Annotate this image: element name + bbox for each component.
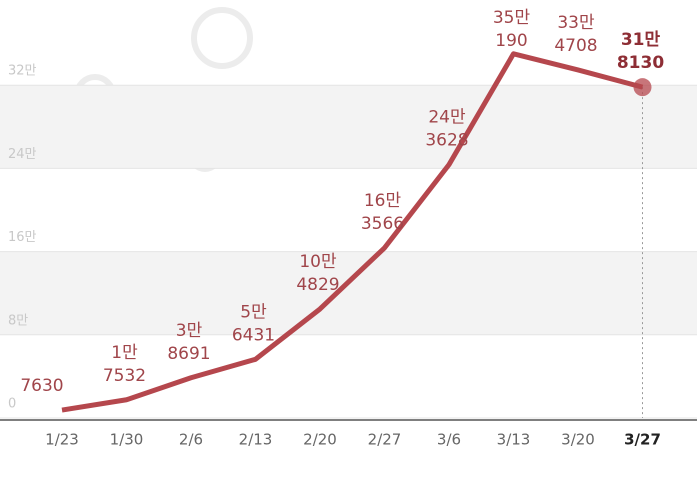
x-tick-label: 1/23 (45, 431, 79, 449)
grid-band (0, 251, 697, 335)
y-tick-label: 32만 (8, 64, 37, 79)
highlight-point (633, 78, 652, 97)
value-label: 35만 190 (493, 8, 531, 51)
x-tick-label: 3/6 (437, 431, 461, 449)
line (61, 51, 644, 413)
value-label: 1만 7532 (103, 343, 146, 386)
x-tick-label: 3/20 (561, 431, 595, 449)
grid-band (0, 85, 697, 169)
x-tick-label: 1/30 (110, 431, 144, 449)
x-tick-label: 3/13 (497, 431, 531, 449)
x-tick-label: 3/27 (624, 431, 661, 449)
value-label: 5만 6431 (232, 302, 275, 345)
value-label: 3만 8691 (167, 321, 210, 364)
value-label: 24만 3628 (425, 108, 468, 151)
x-tick-label: 2/20 (303, 431, 337, 449)
value-label: 7630 (20, 376, 63, 396)
y-tick-label: 16만 (8, 230, 37, 245)
value-label: 10만 4829 (296, 252, 339, 295)
x-tick-label: 2/27 (368, 431, 402, 449)
y-tick-label: 24만 (8, 147, 37, 162)
y-tick-label: 8만 (8, 313, 28, 328)
y-tick-label: 0 (8, 397, 16, 412)
x-tick-label: 2/6 (179, 431, 203, 449)
value-label: 31만 8130 (617, 30, 664, 73)
x-tick-label: 2/13 (239, 431, 273, 449)
value-label: 16만 3566 (361, 191, 404, 234)
value-label: 33만 4708 (554, 13, 597, 56)
